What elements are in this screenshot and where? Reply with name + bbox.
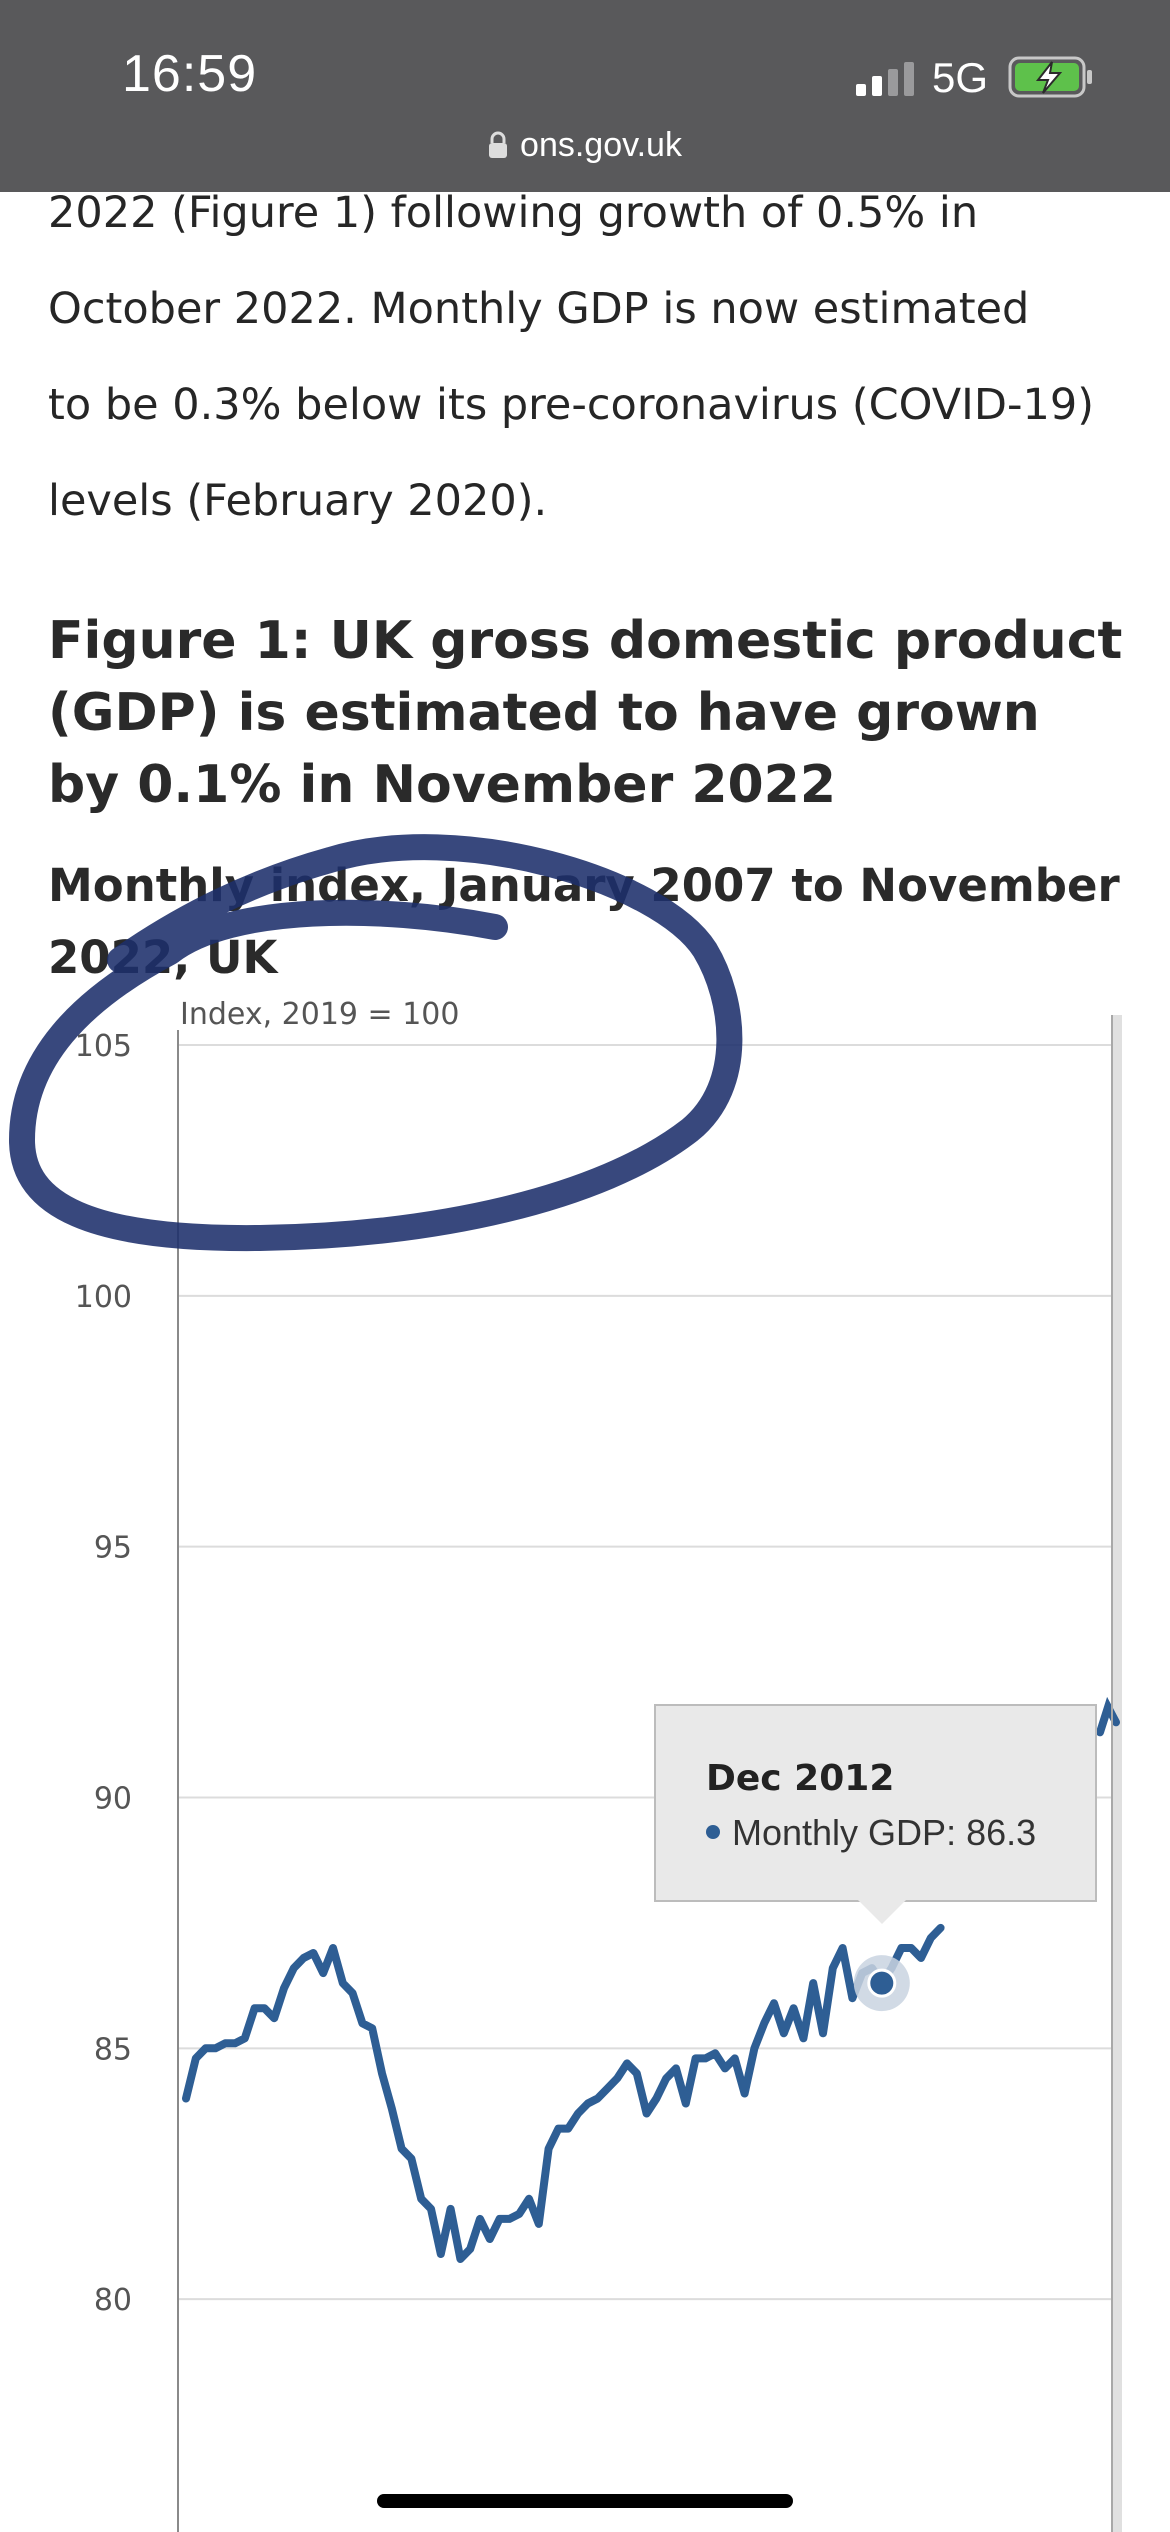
highlight-dot	[867, 1968, 897, 1998]
series-line-continuation	[1096, 1696, 1120, 1737]
y-tick-label: 90	[94, 1782, 132, 1817]
series-line-monthly-gdp	[182, 1923, 945, 2263]
tooltip-date: Dec 2012	[706, 1758, 895, 1799]
paragraph-line: levels (February 2020).	[48, 476, 548, 526]
signal-strength-icon	[856, 62, 914, 96]
figure-title: Figure 1: UK gross domestic product (GDP…	[48, 611, 1123, 815]
status-bar: 16:59 5G ons.gov.uk	[0, 0, 1170, 192]
y-axis-tick-labels: 1051009590858075	[75, 1029, 132, 2318]
url-text: ons.gov.uk	[520, 126, 682, 164]
y-tick-label: 100	[75, 1280, 132, 1315]
battery-charging-icon	[1008, 56, 1092, 98]
network-type: 5G	[932, 54, 989, 101]
status-time: 16:59	[122, 45, 258, 103]
chart-right-scrollbar[interactable]	[1112, 1015, 1122, 2532]
tooltip-series-value: Monthly GDP: 86.3	[706, 1812, 1036, 1854]
series-dot-icon	[706, 1825, 720, 1839]
lock-icon	[489, 131, 508, 158]
y-tick-label: 80	[94, 2283, 132, 2318]
paragraph-line: 2022 (Figure 1) following growth of 0.5%…	[48, 188, 979, 238]
y-tick-label: 85	[94, 2032, 132, 2067]
paragraph-line: October 2022. Monthly GDP is now estimat…	[48, 284, 1030, 334]
article-body: 2022 (Figure 1) following growth of 0.5%…	[48, 165, 1128, 549]
highlighted-point-marker	[853, 1955, 910, 2012]
tooltip-series-label: Monthly GDP: 86.3	[732, 1812, 1037, 1853]
chart-tooltip: Dec 2012 Monthly GDP: 86.3	[654, 1704, 1097, 1902]
paragraph-line: to be 0.3% below its pre-coronavirus (CO…	[48, 380, 1094, 430]
y-tick-label: 105	[75, 1029, 132, 1064]
tooltip-pointer	[858, 1900, 906, 1924]
home-indicator	[377, 2494, 793, 2508]
y-axis-unit-label: Index, 2019 = 100	[180, 997, 459, 1032]
figure-subtitle: Monthly index, January 2007 to November …	[48, 859, 1120, 984]
address-bar[interactable]: ons.gov.uk	[0, 126, 1170, 165]
y-tick-label: 95	[94, 1531, 132, 1566]
